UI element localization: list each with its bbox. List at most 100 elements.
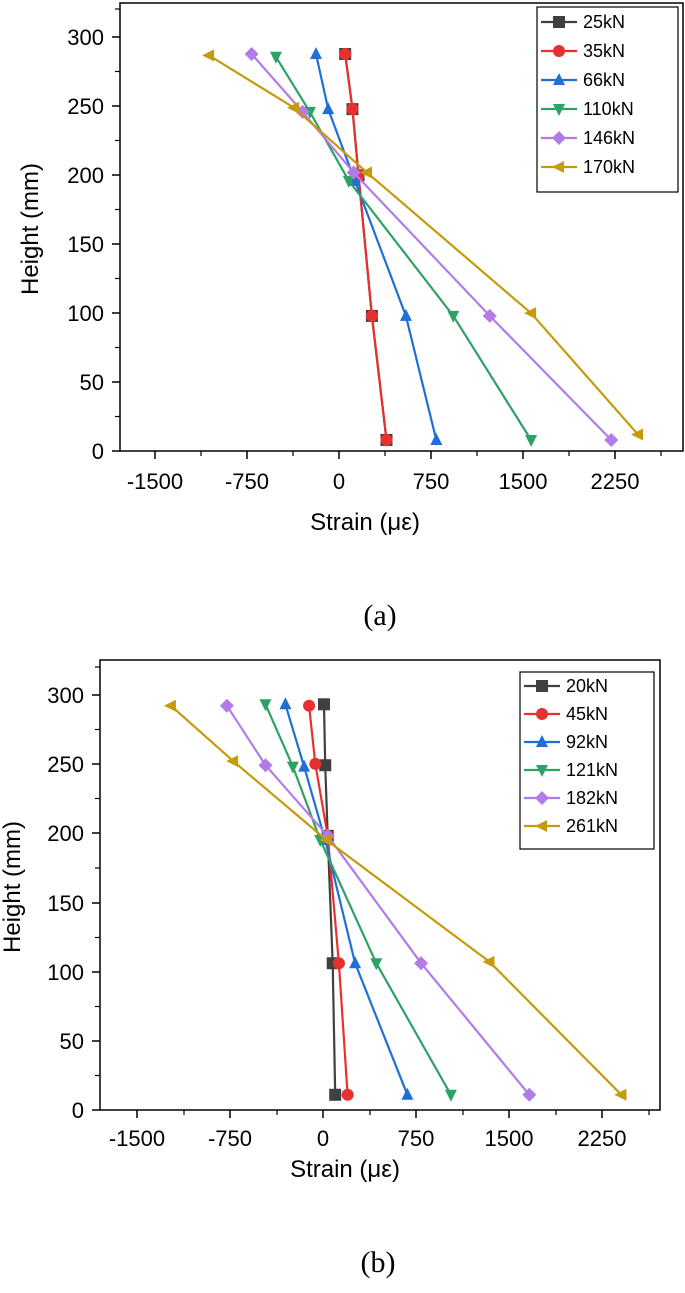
data-point-182kn-b-3	[258, 758, 273, 773]
data-point-110kn-a-2	[342, 175, 355, 188]
data-point-20kn-b-3	[319, 759, 332, 772]
legend-box-a	[536, 6, 679, 193]
legend-label-35kn-a: 35kN	[583, 41, 625, 61]
data-point-66kn-a-4	[310, 47, 323, 60]
legend-marker-25kn-a	[553, 16, 565, 28]
y-axis-label-b: Height (mm)	[0, 821, 26, 953]
legend-b: 20kN 45kN 92kN 121kN 182kN 261kN	[519, 671, 655, 850]
legend-marker-110kn-a	[553, 104, 565, 116]
data-point-146kn-a-1	[482, 308, 497, 323]
data-point-170kn-a-0	[631, 428, 644, 441]
x-axis-label-a: Strain (με)	[310, 509, 420, 536]
legend-label-66kn-a: 66kN	[583, 70, 625, 90]
data-point-45kn-b-0	[341, 1088, 354, 1101]
x-tick-label-a-neg750: -750	[225, 469, 269, 494]
series-line-182kn-b	[225, 705, 531, 1096]
legend-items-a: 25kN 35kN 66kN 110kN 146kN 170kN	[541, 12, 635, 177]
data-point-261kn-b-3	[226, 755, 239, 768]
data-point-66kn-a-1	[399, 308, 412, 321]
x-tick-label-a-0: 0	[333, 469, 345, 494]
plot-frame-b	[99, 659, 661, 1111]
data-point-66kn-a-3	[322, 102, 335, 115]
legend-label-170kn-a: 170kN	[583, 157, 635, 177]
legend-marker-261kn-b	[535, 820, 547, 832]
y-tick-label-b-0: 0	[72, 1098, 84, 1123]
data-point-66kn-a-2	[348, 173, 361, 186]
legend-marker-121kn-b	[536, 765, 548, 777]
y-tick-label-b-150: 150	[47, 891, 84, 916]
data-point-20kn-b-4	[318, 698, 330, 711]
legend-label-182kn-b: 182kN	[566, 788, 618, 808]
x-tick-label-b-750: 750	[398, 1126, 435, 1151]
plot-frame-a	[119, 2, 684, 452]
data-point-170kn-a-2	[360, 166, 373, 179]
x-ticks-a	[154, 451, 662, 459]
legend-label-110kn-a: 110kN	[583, 99, 634, 119]
y-tick-label-b-200: 200	[47, 821, 84, 846]
data-point-45kn-b-3	[309, 757, 322, 770]
data-point-146kn-a-4	[244, 47, 259, 62]
legend-marker-45kn-b	[536, 708, 548, 720]
x-tick-label-a-2250: 2250	[591, 469, 640, 494]
data-point-35kn-a-4	[339, 48, 352, 61]
y-tick-label-b-250: 250	[47, 752, 84, 777]
chart-a: 0 50 100 150 200 250 300 -1500 -750 0	[17, 2, 684, 632]
y-tick-label-a-200: 200	[67, 163, 104, 188]
data-point-146kn-a-3	[295, 104, 310, 119]
x-tick-label-b-neg750: -750	[208, 1126, 252, 1151]
data-point-35kn-a-1	[365, 309, 378, 322]
data-point-20kn-b-0	[329, 1088, 342, 1101]
legend-marker-66kn-a	[553, 73, 565, 85]
data-point-121kn-b-1	[370, 958, 383, 971]
y-ticks-b	[92, 666, 100, 1111]
x-ticks-b	[136, 1110, 650, 1118]
data-point-110kn-a-0	[525, 434, 538, 447]
data-point-146kn-a-2	[346, 165, 361, 180]
y-tick-label-a-100: 100	[67, 301, 104, 326]
chart-b: 0 50 100 150 200 250 300 -1500 -750 0	[0, 659, 661, 1279]
y-tick-label-a-50: 50	[80, 370, 104, 395]
x-tick-label-b-2250: 2250	[578, 1126, 627, 1151]
x-tick-label-b-neg1500: -1500	[109, 1126, 165, 1151]
legend-items-b: 20kN 45kN 92kN 121kN 182kN 261kN	[524, 676, 618, 836]
y-axis-label-a: Height (mm)	[17, 163, 44, 295]
caption-a: (a)	[363, 599, 396, 632]
x-axis-label-b: Strain (με)	[290, 1156, 400, 1183]
data-point-182kn-b-0	[522, 1087, 537, 1102]
data-point-146kn-a-0	[604, 432, 619, 447]
legend-label-25kn-a: 25kN	[583, 12, 625, 32]
y-tick-label-a-150: 150	[67, 232, 104, 257]
y-tick-label-b-50: 50	[60, 1029, 84, 1054]
data-point-110kn-a-4	[269, 51, 282, 64]
series-line-66kn-a	[314, 53, 438, 441]
data-point-261kn-b-1	[482, 955, 495, 968]
legend-marker-170kn-a	[552, 161, 564, 173]
series-group-a	[202, 47, 644, 447]
data-point-45kn-b-4	[303, 699, 316, 712]
legend-marker-20kn-b	[536, 680, 548, 692]
data-point-121kn-b-4	[259, 699, 272, 712]
legend-box-b	[519, 671, 655, 850]
x-tick-label-a-neg1500: -1500	[127, 469, 183, 494]
data-point-45kn-b-1	[332, 957, 345, 970]
x-tick-label-b-0: 0	[317, 1126, 329, 1151]
data-point-35kn-a-0	[380, 433, 393, 446]
legend-marker-182kn-b	[535, 791, 549, 805]
legend-label-146kn-a: 146kN	[583, 128, 635, 148]
data-point-121kn-b-0	[444, 1089, 457, 1102]
data-point-170kn-a-1	[524, 307, 537, 320]
legend-label-121kn-b: 121kN	[566, 760, 618, 780]
x-tick-labels-b: -1500 -750 0 750 1500 2250	[109, 1126, 627, 1151]
legend-label-20kn-b: 20kN	[566, 676, 608, 696]
legend-marker-35kn-a	[553, 45, 565, 57]
data-point-110kn-a-1	[447, 310, 460, 323]
x-tick-label-b-1500: 1500	[485, 1126, 534, 1151]
legend-marker-92kn-b	[536, 735, 548, 747]
y-tick-labels-b: 0 50 100 150 200 250 300	[47, 683, 84, 1123]
legend-label-92kn-b: 92kN	[566, 732, 608, 752]
legend-label-45kn-b: 45kN	[566, 704, 608, 724]
x-tick-label-a-750: 750	[413, 469, 450, 494]
legend-marker-146kn-a	[552, 131, 566, 145]
data-point-261kn-b-0	[614, 1088, 627, 1101]
